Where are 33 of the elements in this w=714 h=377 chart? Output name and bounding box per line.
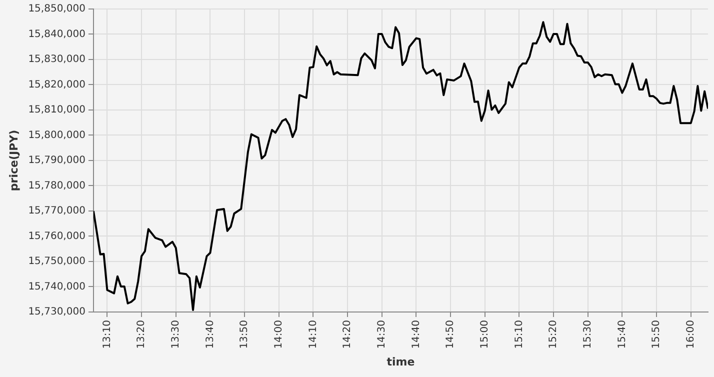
y-tick-label: 15,790,000 bbox=[28, 155, 86, 166]
x-tick-label: 13:10 bbox=[102, 320, 113, 349]
x-tick-label: 15:30 bbox=[582, 320, 594, 349]
x-tick-label: 16:00 bbox=[685, 320, 696, 349]
x-tick-label: 14:20 bbox=[342, 320, 354, 349]
y-tick-label: 15,830,000 bbox=[28, 54, 86, 66]
x-tick-label: 14:30 bbox=[376, 320, 388, 349]
x-tick-label: 15:00 bbox=[479, 320, 490, 349]
y-axis-title: price(JPY) bbox=[7, 130, 20, 192]
y-tick-label: 15,780,000 bbox=[28, 180, 86, 192]
y-tick-label: 15,770,000 bbox=[28, 206, 86, 217]
y-tick-label: 15,850,000 bbox=[28, 4, 86, 15]
x-tick-label: 13:40 bbox=[204, 320, 216, 349]
y-tick-label: 15,730,000 bbox=[28, 306, 86, 318]
y-tick-label: 15,800,000 bbox=[28, 130, 86, 141]
y-tick-label: 15,810,000 bbox=[28, 104, 86, 116]
y-tick-label: 15,840,000 bbox=[28, 28, 86, 40]
x-tick-label: 15:20 bbox=[548, 320, 560, 349]
y-tick-label: 15,820,000 bbox=[28, 79, 86, 90]
x-tick-label: 14:10 bbox=[308, 320, 319, 349]
y-tick-label: 15,750,000 bbox=[28, 256, 86, 268]
y-tick-label: 15,760,000 bbox=[28, 230, 86, 242]
x-tick-label: 14:00 bbox=[273, 320, 284, 349]
x-tick-label: 15:50 bbox=[651, 320, 662, 349]
x-tick-label: 15:40 bbox=[616, 320, 628, 349]
x-tick-label: 14:40 bbox=[410, 320, 422, 349]
x-tick-label: 14:50 bbox=[445, 320, 456, 349]
x-axis-title: time bbox=[386, 355, 415, 368]
x-tick-label: 13:50 bbox=[239, 320, 250, 349]
x-tick-label: 13:30 bbox=[170, 320, 182, 349]
y-tick-label: 15,740,000 bbox=[28, 281, 86, 292]
x-tick-label: 15:10 bbox=[514, 320, 525, 349]
x-tick-label: 13:20 bbox=[136, 320, 148, 349]
